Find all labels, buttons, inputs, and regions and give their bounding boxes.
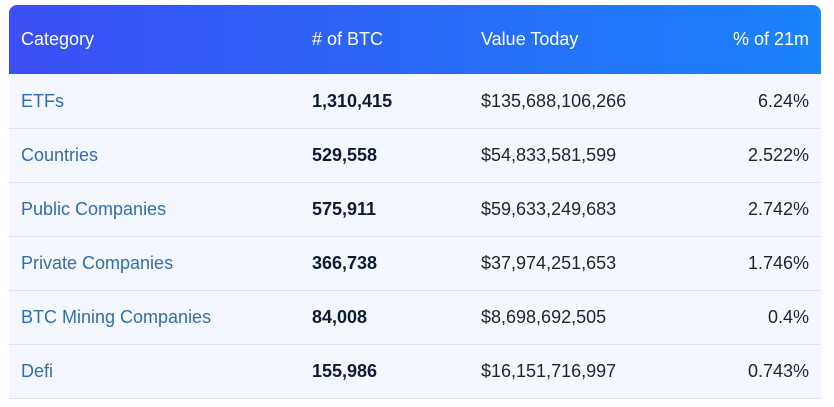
table-row: Defi 155,986 $16,151,716,997 0.743% (9, 344, 821, 398)
btc-count: 529,558 (312, 145, 378, 165)
table-row: ETFs 1,310,415 $135,688,106,266 6.24% (9, 74, 821, 128)
table-row: Private Companies 366,738 $37,974,251,65… (9, 236, 821, 290)
table-row: Public Companies 575,911 $59,633,249,683… (9, 182, 821, 236)
category-link-countries[interactable]: Countries (21, 145, 99, 165)
table-body: ETFs 1,310,415 $135,688,106,266 6.24% Co… (9, 74, 821, 399)
value-today: $8,698,692,505 (481, 307, 607, 327)
category-link-private-companies[interactable]: Private Companies (21, 253, 174, 273)
value-today: $54,833,581,599 (481, 145, 617, 165)
category-link-public-companies[interactable]: Public Companies (21, 199, 167, 219)
percent-of-21m: 0.4% (767, 307, 809, 327)
header-percent-21m[interactable]: % of 21m (732, 29, 809, 49)
value-today: $16,151,716,997 (481, 361, 617, 381)
btc-count: 84,008 (312, 307, 368, 327)
percent-of-21m: 2.522% (747, 145, 809, 165)
percent-of-21m: 6.24% (757, 90, 809, 111)
table-row: BTC Mining Companies 84,008 $8,698,692,5… (9, 290, 821, 344)
header-btc-count[interactable]: # of BTC (312, 29, 384, 49)
value-today: $37,974,251,653 (481, 253, 617, 273)
percent-of-21m: 0.743% (747, 361, 809, 381)
btc-count: 575,911 (312, 199, 377, 219)
header-value-today[interactable]: Value Today (481, 29, 579, 49)
value-today: $59,633,249,683 (481, 199, 617, 219)
btc-count: 155,986 (312, 361, 378, 381)
percent-of-21m: 1.746% (747, 253, 809, 273)
category-link-btc-mining-companies[interactable]: BTC Mining Companies (21, 307, 212, 327)
btc-holdings-table: Category # of BTC Value Today % of 21m E… (9, 5, 821, 399)
category-link-etfs[interactable]: ETFs (21, 90, 64, 111)
value-today: $135,688,106,266 (481, 90, 627, 111)
table-header: Category # of BTC Value Today % of 21m (9, 5, 821, 74)
btc-count: 366,738 (312, 253, 378, 273)
btc-count: 1,310,415 (312, 90, 393, 111)
percent-of-21m: 2.742% (747, 199, 809, 219)
category-link-defi[interactable]: Defi (21, 361, 54, 381)
header-category[interactable]: Category (21, 29, 95, 49)
table-row: Countries 529,558 $54,833,581,599 2.522% (9, 128, 821, 182)
